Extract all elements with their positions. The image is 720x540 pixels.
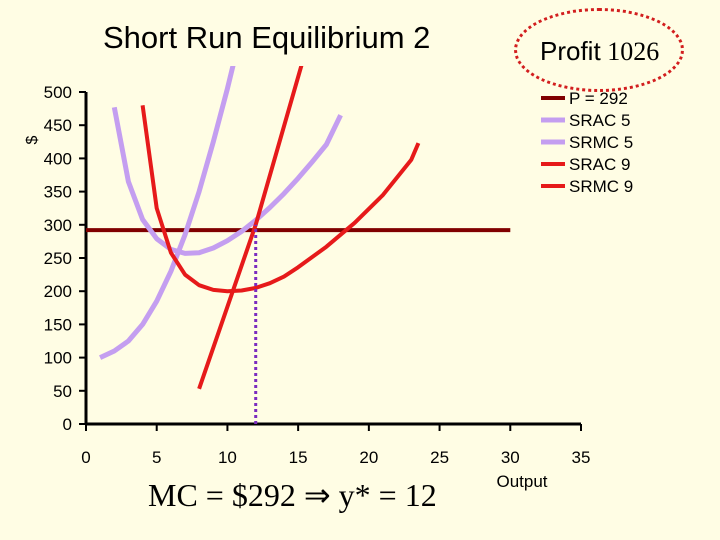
equation-text: MC = $292 ⇒ y* = 12 <box>148 477 437 513</box>
x-tick-label: 5 <box>152 448 161 467</box>
profit-value: 1026 <box>607 37 660 66</box>
y-tick-label: 100 <box>44 349 72 368</box>
y-tick-label: 50 <box>53 382 72 401</box>
series-srmc-5 <box>99 66 236 360</box>
profit-badge <box>514 8 684 92</box>
x-tick-label: 10 <box>218 448 237 467</box>
slide-title: Short Run Equilibrium 2 <box>103 20 431 55</box>
y-axis-label: $ <box>24 135 41 144</box>
legend-label-srac-9: SRAC 9 <box>569 155 630 174</box>
legend-label-srmc-9: SRMC 9 <box>569 177 633 196</box>
y-tick-label: 400 <box>44 149 72 168</box>
legend-label-srac-5: SRAC 5 <box>569 111 630 130</box>
x-tick-label: 25 <box>430 448 449 467</box>
x-tick-label: 20 <box>359 448 378 467</box>
y-tick-label: 150 <box>44 315 72 334</box>
y-tick-label: 300 <box>44 216 72 235</box>
x-tick-label: 15 <box>289 448 308 467</box>
x-tick-label: 0 <box>81 448 90 467</box>
y-tick-label: 450 <box>44 116 72 135</box>
profit-label: Profit <box>540 36 601 66</box>
x-tick-label: 35 <box>572 448 591 467</box>
series-srac-5 <box>111 106 343 256</box>
y-tick-label: 250 <box>44 249 72 268</box>
legend-label-p-292: P = 292 <box>569 89 628 108</box>
y-tick-label: 0 <box>63 415 72 434</box>
x-axis-label: Output <box>496 472 547 491</box>
profit-text: Profit 1026 <box>540 36 659 67</box>
y-tick-label: 200 <box>44 282 72 301</box>
x-tick-label: 30 <box>501 448 520 467</box>
y-tick-label: 350 <box>44 183 72 202</box>
legend-label-srmc-5: SRMC 5 <box>569 133 633 152</box>
y-tick-label: 500 <box>44 83 72 102</box>
series-srac-9 <box>140 105 421 294</box>
